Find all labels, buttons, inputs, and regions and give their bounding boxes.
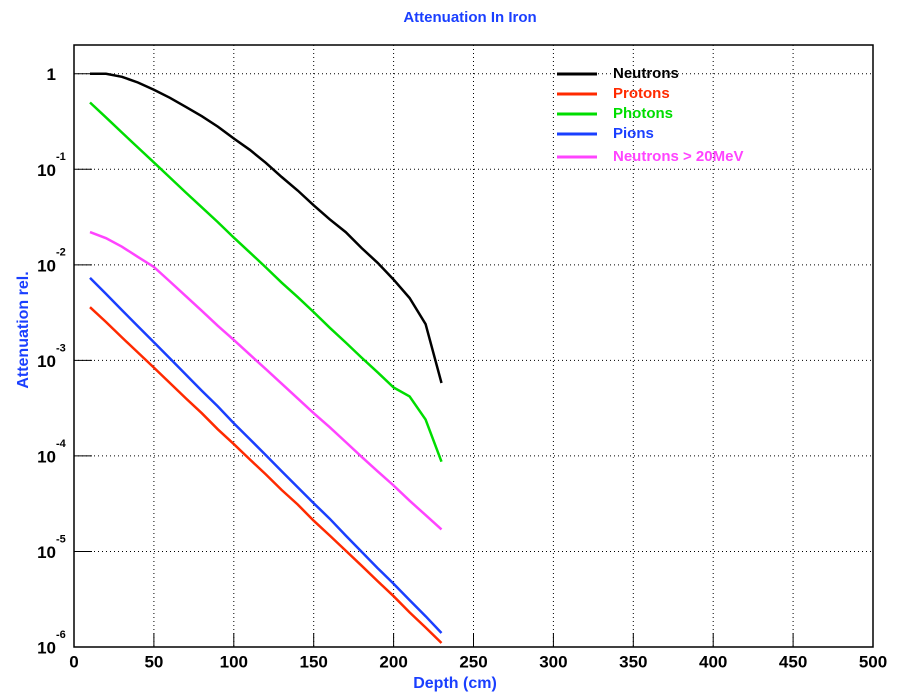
plot-frame — [73, 44, 874, 648]
y-tick-label: 10 — [37, 161, 56, 180]
legend-label: Neutrons — [613, 65, 679, 82]
y-tick-label: 1 — [47, 65, 56, 84]
series-line — [89, 230, 443, 531]
x-tick-label: 100 — [220, 652, 248, 671]
x-tick-label: 200 — [379, 652, 407, 671]
x-tick-label: 250 — [459, 652, 487, 671]
y-axis-label: Attenuation rel. — [15, 271, 32, 388]
legend-label: Pions — [613, 125, 654, 142]
y-tick-label: 10 — [37, 256, 56, 275]
chart-title: Attenuation In Iron — [403, 9, 536, 26]
legend-label: Protons — [613, 85, 670, 102]
legend-label: Neutrons > 20MeV — [613, 148, 743, 165]
y-tick-label: 10 — [37, 543, 56, 562]
x-tick-label: 300 — [539, 652, 567, 671]
y-tick-exponent: -4 — [56, 438, 67, 450]
series-line — [89, 306, 443, 644]
y-tick-exponent: -5 — [56, 533, 66, 545]
y-tick-label: 10 — [37, 638, 56, 657]
y-tick-exponent: -6 — [56, 629, 66, 641]
y-tick-label: 10 — [37, 447, 56, 466]
series-line — [89, 277, 443, 634]
y-tick-exponent: -3 — [56, 342, 66, 354]
x-tick-label: 150 — [300, 652, 328, 671]
y-tick-label: 10 — [37, 352, 56, 371]
x-tick-label: 500 — [859, 652, 887, 671]
y-tick-exponent: -1 — [56, 151, 66, 163]
x-tick-label: 350 — [619, 652, 647, 671]
x-tick-label: 0 — [69, 652, 78, 671]
x-tick-label: 50 — [144, 652, 163, 671]
x-tick-label: 450 — [779, 652, 807, 671]
legend-label: Photons — [613, 105, 673, 122]
x-tick-label: 400 — [699, 652, 727, 671]
y-tick-exponent: -2 — [56, 247, 66, 259]
series-line — [90, 72, 443, 384]
x-axis-label: Depth (cm) — [413, 675, 497, 692]
series-line — [89, 101, 443, 463]
